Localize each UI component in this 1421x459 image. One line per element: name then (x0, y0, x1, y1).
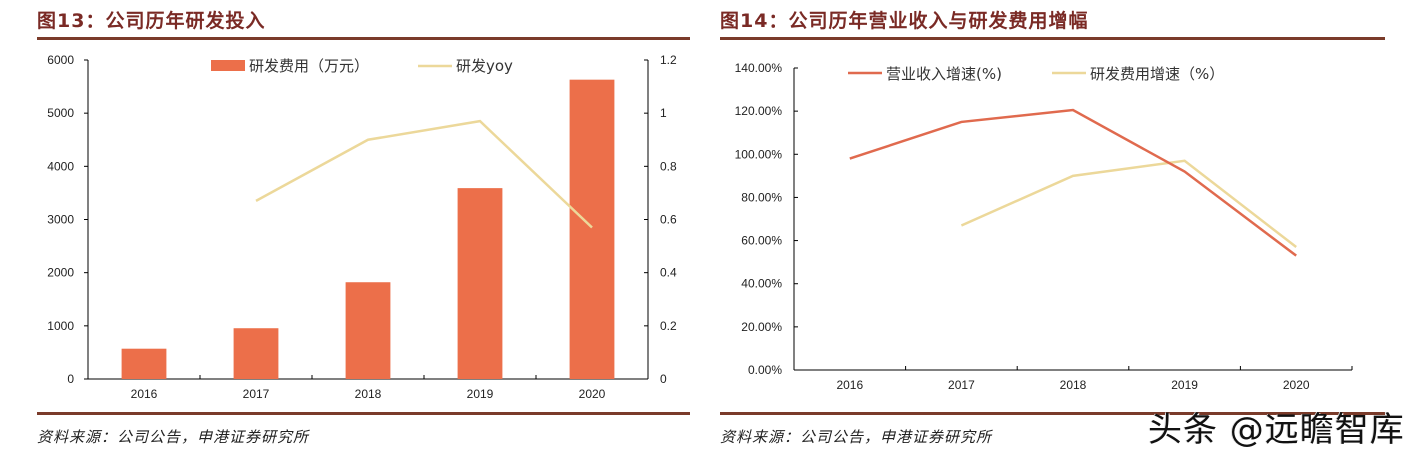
left-y-tick-label: 6000 (47, 53, 74, 67)
x-tick-label: 2019 (1171, 378, 1198, 392)
x-tick-label: 2020 (579, 387, 606, 401)
right-y-tick-label: 0.4 (660, 266, 677, 280)
x-tick-label: 2019 (467, 387, 494, 401)
left-y-tick-label: 5000 (47, 106, 74, 120)
y-tick-label: 60.00% (741, 234, 782, 248)
figure-14-panel: 图14：公司历年营业收入与研发费用增幅 资料来源：公司公告，申港证券研究所 (710, 0, 1421, 459)
x-tick-label: 2020 (1283, 378, 1310, 392)
figure-13-top-rule (37, 37, 690, 40)
figure-13-panel: 图13：公司历年研发投入 资料来源：公司公告，申港证券研究所 (0, 0, 710, 459)
y-tick-label: 40.00% (741, 277, 782, 291)
y-tick-label: 120.00% (735, 104, 783, 118)
left-y-tick-label: 1000 (47, 319, 74, 333)
legend-swatch-rd-expense (211, 60, 245, 71)
figure-14-source: 资料来源：公司公告，申港证券研究所 (720, 428, 993, 446)
x-tick-label: 2018 (1060, 378, 1087, 392)
bar-rd-expense-2019 (457, 188, 503, 379)
right-y-tick-label: 0.8 (660, 159, 677, 173)
figure-13-source: 资料来源：公司公告，申港证券研究所 (37, 428, 310, 446)
line-rd-growth (960, 159, 1297, 249)
watermark-logo: 头条 @远瞻智库 (1148, 410, 1405, 450)
bar-rd-expense-2017 (233, 328, 279, 379)
right-y-tick-label: 0.2 (660, 319, 677, 333)
x-tick-label: 2017 (948, 378, 975, 392)
legend-label-rd-expense: 研发费用（万元） (249, 57, 369, 75)
legend-label-rd-growth: 研发费用增速（%） (1090, 65, 1224, 83)
y-tick-label: 100.00% (735, 147, 783, 161)
left-y-tick-label: 4000 (47, 159, 74, 173)
y-tick-label: 0.00% (748, 363, 782, 377)
right-y-tick-label: 0.6 (660, 213, 677, 227)
y-tick-label: 20.00% (741, 320, 782, 334)
bar-rd-expense-2016 (121, 348, 167, 379)
figure-14-top-rule (720, 37, 1385, 40)
x-tick-label: 2016 (836, 378, 863, 392)
y-tick-label: 80.00% (741, 190, 782, 204)
figure-13-bottom-rule (37, 412, 690, 415)
right-y-tick-label: 0 (660, 372, 667, 386)
left-y-tick-label: 3000 (47, 213, 74, 227)
bar-rd-expense-2018 (345, 282, 391, 379)
legend-label-revenue-growth: 营业收入增速(%) (886, 65, 1002, 83)
x-tick-label: 2018 (355, 387, 382, 401)
left-y-tick-label: 2000 (47, 266, 74, 280)
left-y-tick-label: 0 (67, 372, 74, 386)
line-revenue-growth (849, 108, 1297, 257)
x-tick-label: 2016 (131, 387, 158, 401)
y-tick-label: 140.00% (735, 61, 783, 75)
right-y-tick-label: 1.2 (660, 53, 677, 67)
figure-13-title: 图13：公司历年研发投入 (37, 10, 266, 32)
figure-14-bottom-rule (720, 412, 1385, 415)
legend-label-rd-yoy: 研发yoy (456, 57, 513, 75)
bar-rd-expense-2020 (569, 79, 615, 380)
right-y-tick-label: 1 (660, 106, 667, 120)
figure-14-title: 图14：公司历年营业收入与研发费用增幅 (720, 10, 1089, 32)
line-rd-yoy (255, 119, 593, 229)
x-tick-label: 2017 (243, 387, 270, 401)
